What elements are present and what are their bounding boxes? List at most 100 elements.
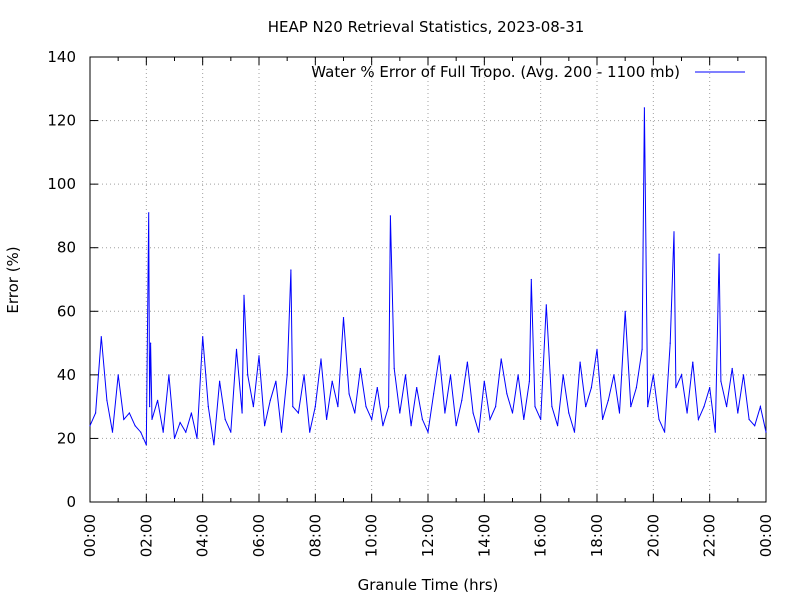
- data-point: [630, 406, 632, 408]
- data-point: [89, 425, 91, 427]
- data-point: [562, 374, 564, 376]
- data-point: [709, 387, 711, 389]
- data-point: [290, 269, 292, 271]
- data-point: [647, 406, 649, 408]
- data-point: [150, 342, 152, 344]
- x-tick-label: 20:00: [644, 514, 662, 557]
- y-tick-label: 0: [66, 493, 76, 511]
- data-point: [748, 418, 750, 420]
- x-tick-label: 10:00: [363, 514, 381, 557]
- data-point: [472, 412, 474, 414]
- data-point: [258, 355, 260, 357]
- data-point: [269, 399, 271, 401]
- data-point: [320, 358, 322, 360]
- data-point: [348, 393, 350, 395]
- grid: [90, 57, 766, 502]
- data-point: [314, 406, 316, 408]
- data-point: [410, 425, 412, 427]
- data-point: [359, 367, 361, 370]
- data-point: [416, 387, 418, 389]
- data-point: [557, 425, 559, 427]
- x-tick-label: 14:00: [475, 514, 493, 557]
- data-point: [545, 304, 547, 306]
- data-point: [530, 278, 532, 281]
- data-point: [517, 374, 519, 376]
- data-point: [511, 412, 514, 414]
- data-point: [433, 393, 435, 395]
- x-tick-label: 18:00: [588, 514, 606, 557]
- data-point: [455, 425, 457, 427]
- data-point: [714, 431, 716, 433]
- data-point: [286, 374, 288, 376]
- chart-title: HEAP N20 Retrieval Statistics, 2023-08-3…: [268, 18, 585, 36]
- data-point: [106, 399, 108, 401]
- data-point: [534, 406, 536, 408]
- data-point: [123, 418, 125, 420]
- data-point: [337, 406, 339, 408]
- series-line-0: [89, 107, 767, 446]
- data-point: [624, 310, 626, 312]
- data-point: [140, 431, 142, 433]
- data-point: [613, 374, 615, 376]
- legend: Water % Error of Full Tropo. (Avg. 200 -…: [311, 63, 745, 81]
- data-point: [697, 418, 700, 420]
- data-point: [241, 412, 243, 414]
- data-point: [235, 348, 238, 350]
- data-point: [179, 421, 181, 424]
- data-point: [737, 412, 739, 414]
- data-point: [196, 437, 198, 439]
- data-point: [478, 431, 480, 433]
- data-point: [128, 412, 130, 414]
- data-point: [280, 431, 283, 433]
- x-tick-labels: 00:00 02:00 04:00 06:00 08:00 10:00 12:00 14:00…: [81, 514, 775, 557]
- data-point: [718, 253, 720, 255]
- data-point: [264, 425, 266, 427]
- data-point: [185, 431, 187, 433]
- data-point: [731, 367, 733, 370]
- data-point: [495, 406, 497, 408]
- data-point: [95, 412, 97, 414]
- data-point: [602, 418, 604, 420]
- data-point: [219, 380, 221, 382]
- data-point: [297, 412, 299, 414]
- data-point: [190, 412, 192, 414]
- data-point: [754, 425, 756, 427]
- data-point: [134, 425, 136, 427]
- data-point: [230, 431, 232, 433]
- data-point: [607, 399, 609, 401]
- x-tick-label: 16:00: [532, 514, 550, 557]
- data-point: [168, 374, 170, 376]
- data-point: [528, 380, 531, 382]
- data-point: [673, 231, 675, 233]
- data-point: [438, 355, 440, 357]
- plot-frame: [89, 56, 767, 503]
- data-point: [303, 374, 305, 376]
- data-point: [157, 399, 159, 401]
- data-point: [162, 431, 164, 433]
- data-point: [500, 358, 502, 360]
- data-point: [365, 406, 367, 408]
- data-point: [389, 215, 391, 217]
- data-point: [461, 399, 463, 401]
- x-tick-label: 06:00: [250, 514, 268, 557]
- data-point: [382, 425, 384, 427]
- x-tick-label: 12:00: [419, 514, 437, 557]
- data-point: [641, 348, 643, 350]
- legend-label: Water % Error of Full Tropo. (Avg. 200 -…: [311, 63, 680, 81]
- data-point: [243, 294, 245, 296]
- data-point: [202, 336, 204, 338]
- data-point: [675, 387, 677, 389]
- data-point: [173, 437, 176, 439]
- data-point: [399, 412, 401, 414]
- data-point: [483, 380, 485, 382]
- x-tick-label: 08:00: [306, 514, 324, 557]
- y-tick-label: 60: [57, 302, 76, 320]
- data-point: [354, 412, 356, 414]
- x-axis-label: Granule Time (hrs): [358, 576, 499, 594]
- y-tick-label: 100: [47, 175, 76, 193]
- data-point: [145, 444, 147, 446]
- data-point: [692, 361, 694, 363]
- data-point: [686, 412, 688, 414]
- y-tick-label: 80: [57, 239, 76, 257]
- data-point: [247, 374, 249, 376]
